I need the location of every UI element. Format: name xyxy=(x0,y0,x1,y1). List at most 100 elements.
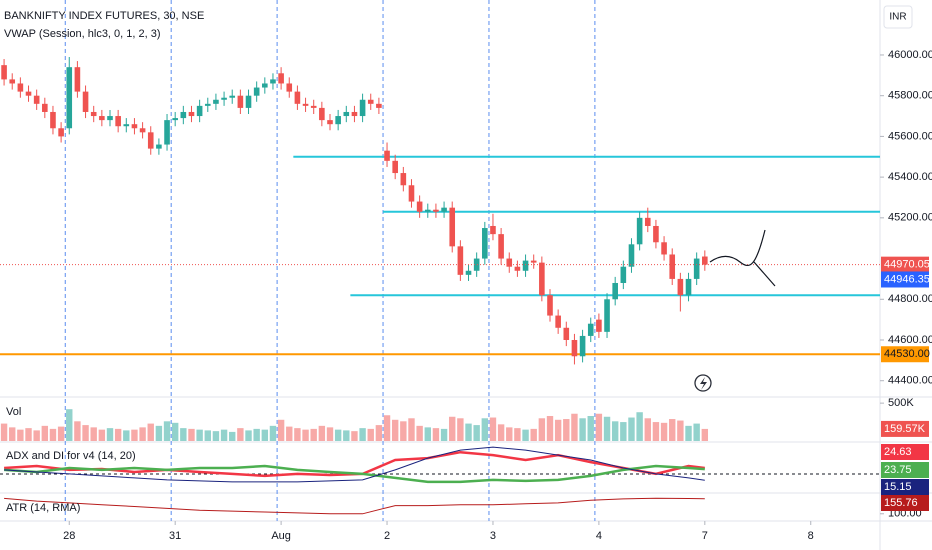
y-tick-label: 45600.00 xyxy=(888,130,932,142)
candle-body xyxy=(107,116,113,121)
atr-line xyxy=(4,497,705,515)
x-tick-label: 28 xyxy=(63,530,75,542)
candle-body xyxy=(416,201,423,212)
volume-bar xyxy=(611,421,619,441)
candle-body xyxy=(685,278,692,296)
volume-bar xyxy=(481,418,489,441)
candle-body xyxy=(237,95,244,108)
candle-body xyxy=(9,79,16,84)
volume-bar xyxy=(0,423,8,441)
chart-subtitle: VWAP (Session, hlc3, 0, 1, 2, 3) xyxy=(4,28,161,40)
alert-icon[interactable] xyxy=(694,374,712,392)
candle-body xyxy=(490,225,496,235)
volume-bar xyxy=(457,418,464,441)
y-tick-label: 45800.00 xyxy=(888,90,932,102)
candle-body xyxy=(653,225,659,243)
volume-bar xyxy=(644,418,651,441)
candle-body xyxy=(376,103,382,108)
candle-body xyxy=(156,144,162,149)
candle-body xyxy=(294,91,301,104)
volume-bar xyxy=(400,421,407,441)
candle-body xyxy=(465,270,472,275)
candle-body xyxy=(408,185,415,202)
volume-bar xyxy=(90,427,97,441)
volume-bar xyxy=(408,418,415,441)
volume-bar xyxy=(294,428,301,441)
vwap-label: 44946.35 xyxy=(884,273,930,285)
adx-last-label: 24.63 xyxy=(884,446,912,458)
atr-title: ATR (14, RMA) xyxy=(6,502,80,514)
volume-last-label: 159.57K xyxy=(884,423,926,435)
price-label: 44530.00 xyxy=(884,348,930,360)
candle-body xyxy=(319,107,325,121)
candle-body xyxy=(628,244,635,267)
volume-bar xyxy=(693,423,700,441)
x-tick-label: 4 xyxy=(596,530,602,542)
volume-bar xyxy=(538,418,546,441)
candle-body xyxy=(115,116,121,127)
volume-bar xyxy=(155,425,163,441)
volume-bar xyxy=(326,427,334,441)
candle-body xyxy=(449,207,456,247)
candle-body xyxy=(677,278,684,296)
volume-bar xyxy=(489,417,497,441)
chart-title: BANKNIFTY INDEX FUTURES, 30, NSE xyxy=(4,10,204,22)
adx-last-label: 23.75 xyxy=(884,464,912,476)
volume-bar xyxy=(98,429,106,441)
currency-button[interactable] xyxy=(883,5,913,29)
candle-body xyxy=(636,217,643,245)
volume-bar xyxy=(17,429,24,441)
volume-bar xyxy=(74,421,81,441)
volume-bar xyxy=(351,431,358,441)
currency: INR xyxy=(889,12,906,23)
candle-body xyxy=(99,116,105,121)
candle-body xyxy=(278,73,284,84)
candle-body xyxy=(555,315,561,328)
candle-body xyxy=(473,258,480,271)
volume-bar xyxy=(701,428,709,441)
adx-last-bg xyxy=(881,479,929,495)
candle-body xyxy=(42,103,48,112)
candle-body xyxy=(188,111,195,117)
volume-bar xyxy=(530,428,537,441)
candle-body xyxy=(441,207,447,212)
x-tick-label: Aug xyxy=(271,530,291,542)
candle-body xyxy=(392,160,398,174)
volume-bar xyxy=(66,409,73,441)
volume-bar xyxy=(163,421,171,441)
candle-body xyxy=(530,260,537,263)
candle-body xyxy=(286,83,293,92)
candle-body xyxy=(612,282,618,300)
candle-body xyxy=(164,120,170,145)
volume-bar xyxy=(310,428,317,441)
x-tick-label: 2 xyxy=(384,530,390,542)
volume-bar xyxy=(506,427,513,441)
candle-body xyxy=(457,246,464,275)
candle-body xyxy=(563,327,570,340)
volume-bar xyxy=(628,417,635,441)
volume-bar xyxy=(41,425,49,441)
candle-body xyxy=(620,266,627,283)
candle-body xyxy=(522,260,529,271)
freehand-drawing xyxy=(709,229,776,287)
volume-bar xyxy=(652,422,660,441)
volume-bar xyxy=(318,425,326,441)
candle-body xyxy=(33,95,40,104)
adx-title: ADX and DI for v4 (14, 20) xyxy=(6,450,136,462)
volume-bar xyxy=(131,429,138,441)
volume-bar xyxy=(473,425,480,441)
candle-body xyxy=(604,299,610,332)
candle-body xyxy=(579,335,586,357)
candle-body xyxy=(1,65,7,80)
volume-bar xyxy=(334,429,342,441)
volume-bar xyxy=(180,428,187,441)
candle-body xyxy=(571,339,578,357)
volume-bar xyxy=(123,430,130,441)
candle-body xyxy=(644,217,651,226)
volume-bar xyxy=(587,416,594,441)
candle-body xyxy=(433,209,439,212)
candle-body xyxy=(123,124,130,127)
volume-bar xyxy=(212,431,220,441)
candle-body xyxy=(384,150,390,161)
